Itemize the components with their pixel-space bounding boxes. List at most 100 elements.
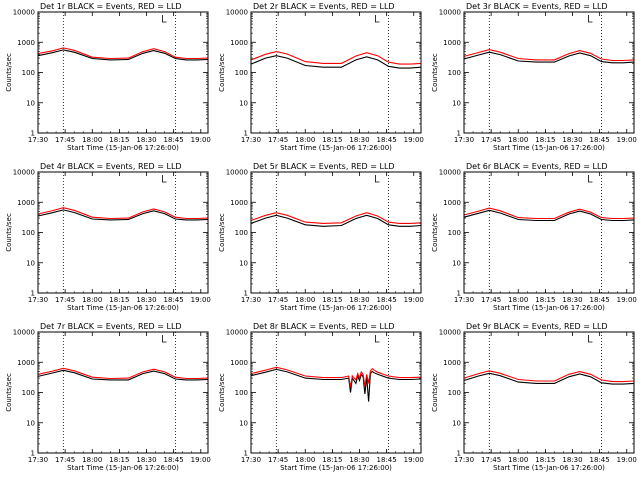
x-tick-label: 17:45: [481, 136, 501, 144]
series-lld-line: [250, 212, 422, 224]
x-tick-label: 17:30: [454, 136, 474, 144]
series-events-line: [37, 49, 209, 61]
plot-frame: [37, 171, 209, 294]
x-axis-label: Start Time (15-Jan-06 17:26:00): [280, 464, 392, 472]
x-tick-label: 18:00: [295, 136, 315, 144]
detector-panel-7: Det 7r BLACK = Events, RED = LLD 1 10 100 10…: [5, 322, 211, 472]
x-tick-label: 18:30: [562, 296, 582, 304]
y-tick-label: 10000: [226, 9, 248, 17]
plot-frame: [37, 331, 209, 454]
x-tick-label: 18:45: [377, 296, 397, 304]
bracket-marker: [162, 15, 167, 23]
y-tick-label: 10: [239, 259, 248, 267]
x-tick-label: 18:30: [562, 136, 582, 144]
plot-frame: [463, 171, 635, 294]
panel-title: Det 8r BLACK = Events, RED = LLD: [253, 322, 395, 331]
series-lld-line: [250, 51, 422, 65]
series-events-line: [463, 51, 635, 64]
x-tick-label: 17:30: [28, 456, 48, 464]
panel-title: Det 4r BLACK = Events, RED = LLD: [40, 162, 182, 171]
y-tick-label: 10: [239, 99, 248, 107]
x-tick-label: 17:45: [55, 296, 75, 304]
x-axis-label: Start Time (15-Jan-06 17:26:00): [493, 144, 605, 152]
plot-frame: [250, 171, 422, 294]
y-tick-label: 10: [452, 259, 461, 267]
y-tick-label: 10000: [13, 9, 35, 17]
x-tick-label: 18:15: [535, 456, 555, 464]
series-lld-line: [463, 207, 635, 220]
x-tick-label: 19:00: [617, 136, 637, 144]
x-tick-label: 18:30: [136, 456, 156, 464]
y-tick-label: 100: [448, 389, 461, 397]
x-tick-label: 17:30: [28, 296, 48, 304]
panel-title: Det 9r BLACK = Events, RED = LLD: [466, 322, 608, 331]
y-tick-label: 10: [26, 99, 35, 107]
series-lld-line: [250, 366, 422, 388]
series-events-line: [37, 209, 209, 221]
plot-frame: [463, 331, 635, 454]
x-tick-label: 19:00: [191, 296, 211, 304]
y-axis-label: Counts/sec: [218, 373, 226, 412]
x-tick-label: 18:00: [295, 456, 315, 464]
x-tick-label: 18:00: [508, 456, 528, 464]
bracket-marker: [375, 175, 380, 183]
x-tick-label: 18:15: [322, 136, 342, 144]
detector-panel-5: Det 5r BLACK = Events, RED = LLD 1 10 100 10…: [218, 162, 424, 312]
plot-frame: [463, 11, 635, 134]
panel-title: Det 2r BLACK = Events, RED = LLD: [253, 2, 395, 11]
y-tick-label: 100: [235, 389, 248, 397]
x-tick-label: 17:30: [241, 456, 261, 464]
y-tick-label: 10000: [13, 169, 35, 177]
x-tick-label: 17:30: [241, 136, 261, 144]
y-tick-label: 10: [239, 419, 248, 427]
x-axis-label: Start Time (15-Jan-06 17:26:00): [67, 464, 179, 472]
series-events-line: [250, 214, 422, 227]
y-tick-label: 1: [457, 450, 461, 458]
y-tick-label: 1000: [17, 199, 35, 207]
bracket-marker: [588, 15, 593, 23]
y-tick-label: 1000: [17, 39, 35, 47]
bracket-marker: [588, 175, 593, 183]
bracket-marker: [588, 335, 593, 343]
x-tick-label: 18:45: [377, 456, 397, 464]
panel-title: Det 6r BLACK = Events, RED = LLD: [466, 162, 608, 171]
x-tick-label: 18:30: [349, 136, 369, 144]
series-lld-line: [37, 367, 209, 380]
y-tick-label: 10000: [226, 169, 248, 177]
y-tick-label: 1000: [443, 359, 461, 367]
y-tick-label: 1000: [230, 359, 248, 367]
x-tick-label: 18:30: [136, 136, 156, 144]
y-tick-label: 1: [31, 290, 35, 298]
y-tick-label: 10000: [439, 169, 461, 177]
y-tick-label: 10000: [439, 9, 461, 17]
y-tick-label: 1000: [230, 39, 248, 47]
plot-frame: [250, 11, 422, 134]
x-tick-label: 19:00: [617, 296, 637, 304]
x-tick-label: 18:15: [535, 296, 555, 304]
x-tick-label: 18:15: [109, 456, 129, 464]
x-axis-label: Start Time (15-Jan-06 17:26:00): [67, 304, 179, 312]
x-tick-label: 18:15: [322, 296, 342, 304]
y-tick-label: 10: [26, 259, 35, 267]
plot-frame: [250, 331, 422, 454]
series-events-line: [37, 369, 209, 381]
bracket-marker: [162, 335, 167, 343]
series-lld-line: [463, 370, 635, 383]
y-axis-label: Counts/sec: [5, 53, 13, 92]
y-tick-label: 10: [26, 419, 35, 427]
y-tick-label: 1000: [17, 359, 35, 367]
y-tick-label: 100: [235, 69, 248, 77]
y-tick-label: 1000: [443, 199, 461, 207]
panel-title: Det 1r BLACK = Events, RED = LLD: [40, 2, 182, 11]
y-tick-label: 100: [22, 229, 35, 237]
x-tick-label: 17:45: [268, 136, 288, 144]
y-tick-label: 1: [244, 130, 248, 138]
panel-title: Det 5r BLACK = Events, RED = LLD: [253, 162, 395, 171]
y-axis-label: Counts/sec: [431, 53, 439, 92]
bracket-marker: [162, 175, 167, 183]
y-tick-label: 10000: [13, 329, 35, 337]
x-tick-label: 19:00: [404, 456, 424, 464]
y-axis-label: Counts/sec: [431, 373, 439, 412]
y-axis-label: Counts/sec: [5, 373, 13, 412]
y-tick-label: 100: [235, 229, 248, 237]
